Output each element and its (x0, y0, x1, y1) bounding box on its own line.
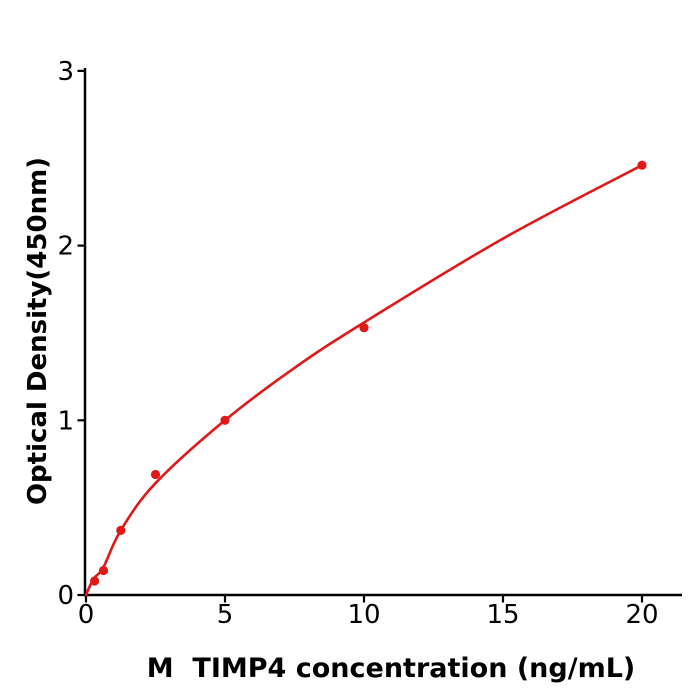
data-point (220, 415, 230, 425)
y-tick-label: 3 (57, 57, 74, 87)
data-point (116, 525, 126, 536)
y-axis-ticks: 0 1 2 3 (57, 57, 85, 611)
standard-curve-line (84, 163, 644, 597)
data-points-group (90, 160, 647, 586)
data-point (150, 469, 161, 480)
y-axis-title: Optical Density(450nm) (23, 157, 53, 505)
x-tick-label: 20 (625, 600, 658, 630)
data-point (359, 323, 369, 333)
x-tick-label: 10 (347, 600, 380, 630)
x-tick-label: 5 (217, 600, 234, 630)
data-point (637, 160, 647, 170)
data-point (98, 565, 109, 576)
x-axis-ticks: 0 5 10 15 20 (78, 595, 659, 630)
y-tick-label: 1 (57, 406, 74, 436)
data-point (90, 576, 100, 586)
y-tick-label: 0 (57, 581, 74, 611)
x-axis-title: M TIMP4 concentration (ng/mL) (147, 653, 636, 684)
y-tick-label: 2 (57, 232, 74, 262)
x-tick-label: 15 (486, 600, 519, 630)
x-tick-label: 0 (78, 600, 95, 630)
